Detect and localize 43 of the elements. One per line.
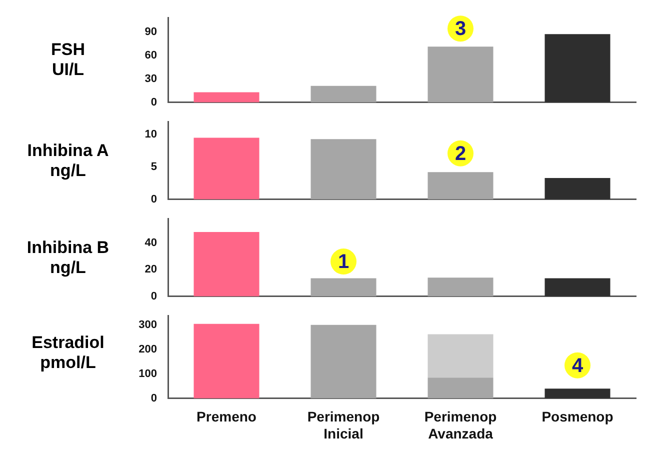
y-tick-label: 0 — [150, 392, 157, 404]
x-tick-label: Posmenop — [542, 408, 614, 425]
y-tick-label: 0 — [150, 96, 157, 108]
bar — [194, 138, 260, 200]
y-tick-label: 5 — [150, 161, 157, 174]
y-axis-title: Inhibina B ng/L — [26, 236, 110, 279]
x-tick-label: Perimenop Inicial — [307, 408, 380, 442]
y-tick-label: 0 — [150, 290, 157, 302]
y-tick-label: 10 — [144, 128, 157, 141]
bar — [544, 178, 610, 200]
bar — [544, 34, 610, 102]
bar — [194, 92, 260, 102]
y-tick-label: 40 — [144, 236, 157, 249]
bar — [310, 278, 376, 296]
bar — [428, 378, 494, 398]
y-tick-label: 30 — [144, 72, 157, 85]
y-tick-label: 20 — [144, 264, 157, 276]
annotation: 4 — [572, 354, 584, 377]
bar — [310, 324, 376, 398]
y-tick-label: 60 — [144, 49, 157, 62]
annotation: 3 — [454, 18, 466, 40]
x-tick-label: Premeno — [196, 408, 256, 425]
y-tick-label: 200 — [138, 343, 157, 356]
y-tick-label: 0 — [150, 193, 157, 206]
y-axis-title: Estradiol pmol/L — [30, 332, 106, 374]
y-axis-title: FSH UI/L — [50, 39, 86, 81]
bar — [428, 172, 494, 200]
bar — [544, 278, 610, 296]
bar — [310, 139, 376, 200]
y-tick-label: 90 — [144, 26, 157, 38]
bar — [194, 324, 260, 398]
annotation: 1 — [338, 251, 350, 274]
bar — [310, 86, 376, 102]
y-tick-label: 100 — [138, 368, 157, 380]
bar — [544, 388, 610, 398]
y-tick-label: 300 — [138, 318, 157, 331]
bar — [428, 278, 494, 296]
bar — [428, 334, 494, 378]
x-tick-label: Perimenop Avanzada — [424, 408, 497, 442]
bar — [194, 232, 260, 296]
y-axis-title: Inhibina A ng/L — [26, 140, 110, 182]
bar — [428, 46, 494, 102]
annotation: 2 — [454, 142, 466, 165]
